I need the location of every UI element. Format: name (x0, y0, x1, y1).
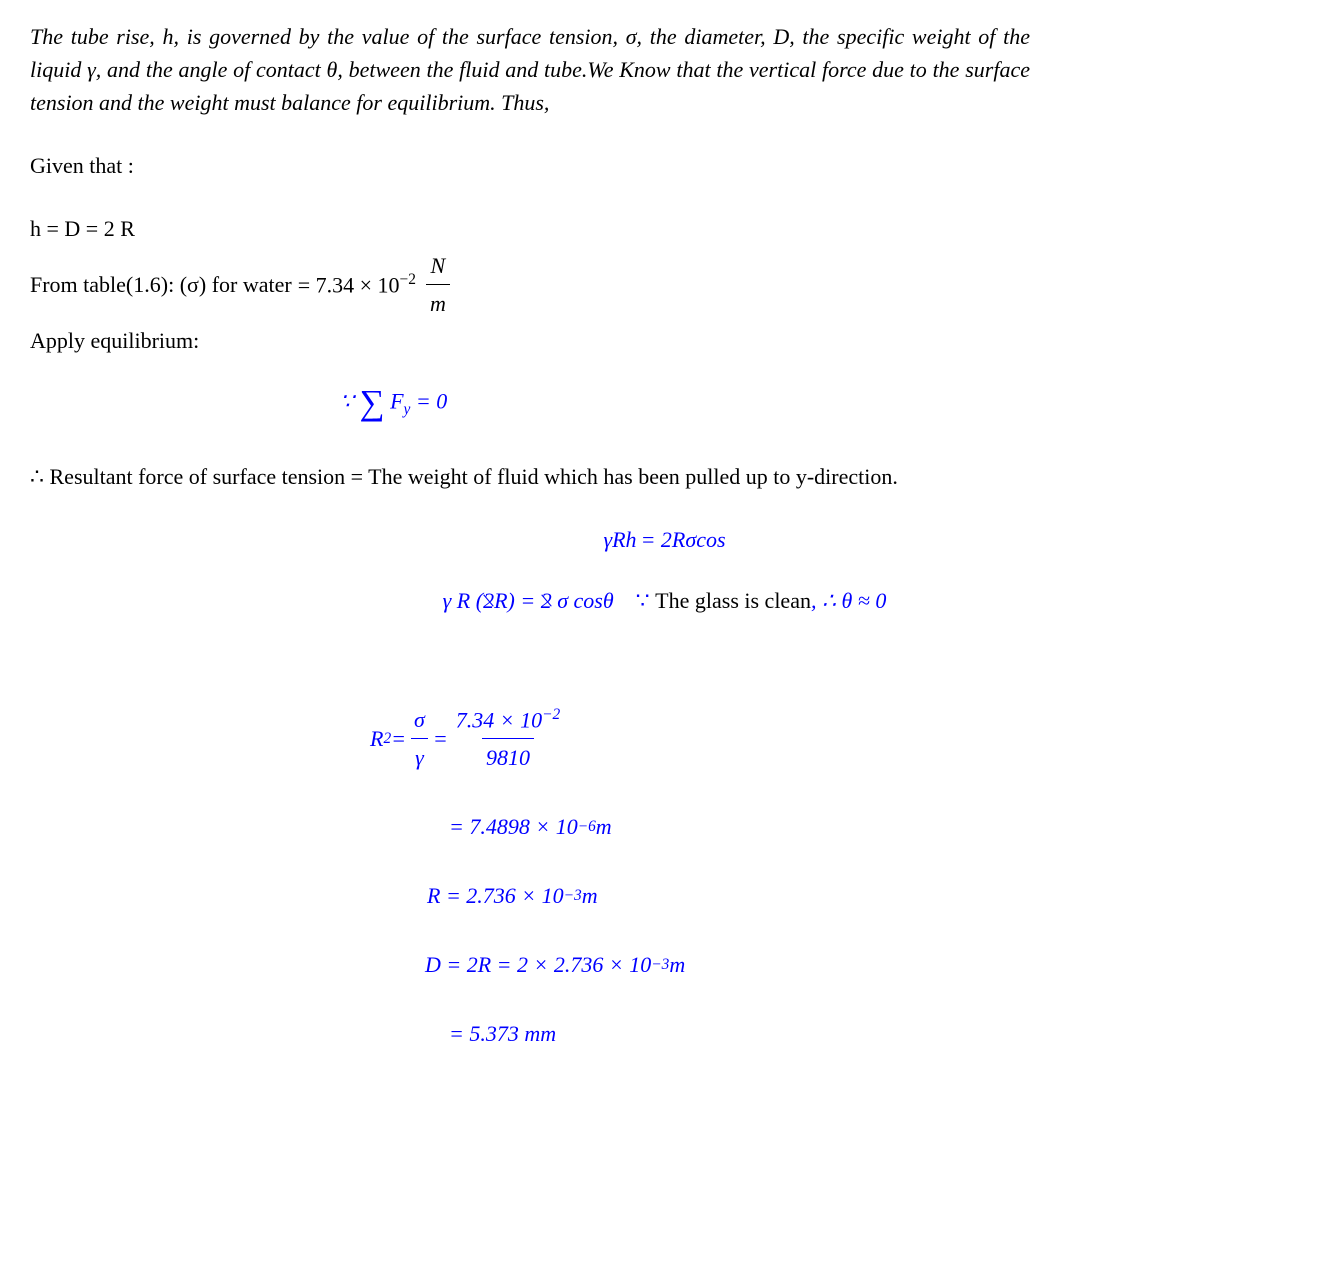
given-line-2: From table(1.6): (σ) for water = 7.34 × … (30, 249, 1299, 320)
numeric-fraction: 7.34 × 10−2 9810 (452, 703, 564, 774)
equation-cancel: γ R (2R) = 2 σ cosθ ∵ The glass is clean… (30, 584, 1299, 617)
eq3-because: ∵ (636, 588, 650, 613)
equation-sum-fy: ∵ ∑ Fy = 0 (340, 377, 1299, 430)
eq2-lhs: γRh (603, 523, 636, 556)
eq6-exp: −3 (564, 884, 582, 907)
eq3-note-text: The glass is clean (655, 588, 811, 613)
R-exponent: 2 (383, 727, 391, 750)
eq4-equals-2: = (433, 722, 448, 755)
given-label: Given that : (30, 149, 1299, 182)
frac1-den: γ (411, 738, 428, 774)
eq4-equals-1: = (391, 722, 406, 755)
eq3-lhs-p1: γ R ( (443, 588, 483, 613)
eq7-value: D = 2R = 2 × 2.736 × 10 (425, 948, 651, 981)
eq2-rhs: = 2Rσcos (641, 523, 726, 556)
equation-r-squared: R2 = σ γ = 7.34 × 10−2 9810 (370, 703, 1299, 774)
because-symbol: ∵ (340, 389, 354, 414)
eq3-lhs-p2: R) = (494, 588, 541, 613)
equals-zero: = 0 (416, 389, 447, 414)
apply-equilibrium: Apply equilibrium: (30, 324, 1299, 357)
eq6-value: R = 2.736 × 10 (427, 879, 564, 912)
sigma-exp: −2 (400, 271, 416, 288)
eq5-value: = 7.4898 × 10 (449, 810, 578, 843)
frac1-num: σ (410, 703, 429, 738)
eq3-cancel-1: 2 (483, 584, 494, 617)
sum-symbol: ∑ (360, 383, 385, 422)
frac2-num-exp: −2 (542, 706, 560, 723)
intro-paragraph: The tube rise, h, is governed by the val… (30, 20, 1030, 119)
equation-r2-value: = 7.4898 × 10−6 m (449, 810, 1299, 843)
R-symbol: R (370, 722, 383, 755)
given-line2-value: = 7.34 × 10−2 (298, 268, 416, 301)
result-text: Resultant force of surface tension = The… (50, 464, 898, 489)
unit-den: m (426, 284, 450, 320)
given-line2-prefix: From table(1.6): (σ) for water (30, 268, 292, 301)
sigma-unit: N m (426, 249, 450, 320)
eq3-therefore: , ∴ θ ≈ 0 (811, 588, 886, 613)
eq7-unit: m (669, 948, 685, 981)
equation-r-value: R = 2.736 × 10−3m (427, 879, 1299, 912)
eq3-note: ∵ The glass is clean, ∴ θ ≈ 0 (636, 584, 887, 617)
eq5-exp: −6 (578, 815, 596, 838)
frac2-num-base: 7.34 × 10 (456, 707, 542, 732)
equation-d-value: D = 2R = 2 × 2.736 × 10−3m (425, 948, 1299, 981)
eq7-exp: −3 (651, 953, 669, 976)
eq6-unit: m (582, 879, 598, 912)
given-line-1: h = D = 2 R (30, 212, 1299, 245)
eq3-rhs-p1: σ cosθ (552, 588, 614, 613)
eq8-value: = 5.373 mm (449, 1017, 556, 1050)
therefore-symbol: ∴ (30, 464, 50, 489)
frac2-den: 9810 (482, 738, 534, 774)
equation-final-mm: = 5.373 mm (449, 1017, 1299, 1050)
eq5-unit: m (596, 810, 612, 843)
sigma-value: = 7.34 × 10 (298, 272, 400, 297)
eq3-cancel-2: 2 (541, 584, 552, 617)
unit-num: N (427, 249, 450, 284)
y-subscript: y (404, 401, 411, 418)
result-statement: ∴ Resultant force of surface tension = T… (30, 460, 1299, 493)
intro-text: The tube rise, h, is governed by the val… (30, 24, 1030, 115)
frac2-num: 7.34 × 10−2 (452, 703, 564, 738)
F-symbol: F (390, 389, 403, 414)
eq3-left: γ R (2R) = 2 σ cosθ (443, 584, 614, 617)
equation-gamma-rh: γRh = 2Rσcos (30, 523, 1299, 556)
sigma-over-gamma: σ γ (410, 703, 429, 774)
